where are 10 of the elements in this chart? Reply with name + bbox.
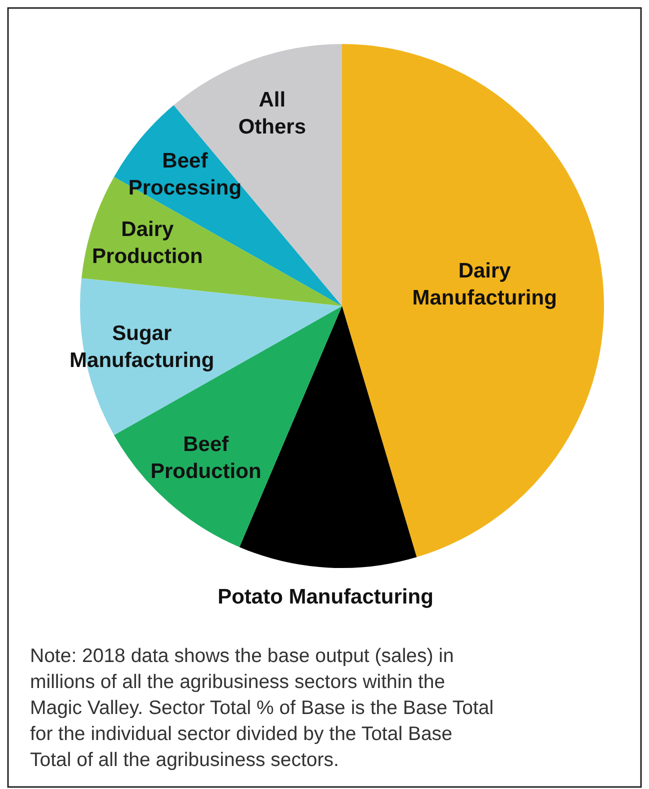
pie-slice — [81, 176, 342, 306]
text: Note: 2018 data shows the base output (sales) in millions of all the agribusiness sectors within the Magic Valley. Sector Total % of Base is the Base Total for the individual sector divided by the Total Base Total of all the agribusiness sectors. — [30, 645, 494, 771]
slice-label: Dairy Manufacturing — [412, 259, 557, 310]
slice-label: All Others — [238, 88, 306, 138]
pie-slice — [342, 44, 604, 558]
slice-label: Dairy Production — [92, 218, 203, 268]
slice-label: Beef Processing — [128, 149, 242, 200]
slice-label: Potato Manufacturing — [218, 585, 434, 608]
slice-label: Beef Production — [150, 432, 262, 482]
slice-label: Sugar Manufacturing — [70, 321, 214, 372]
